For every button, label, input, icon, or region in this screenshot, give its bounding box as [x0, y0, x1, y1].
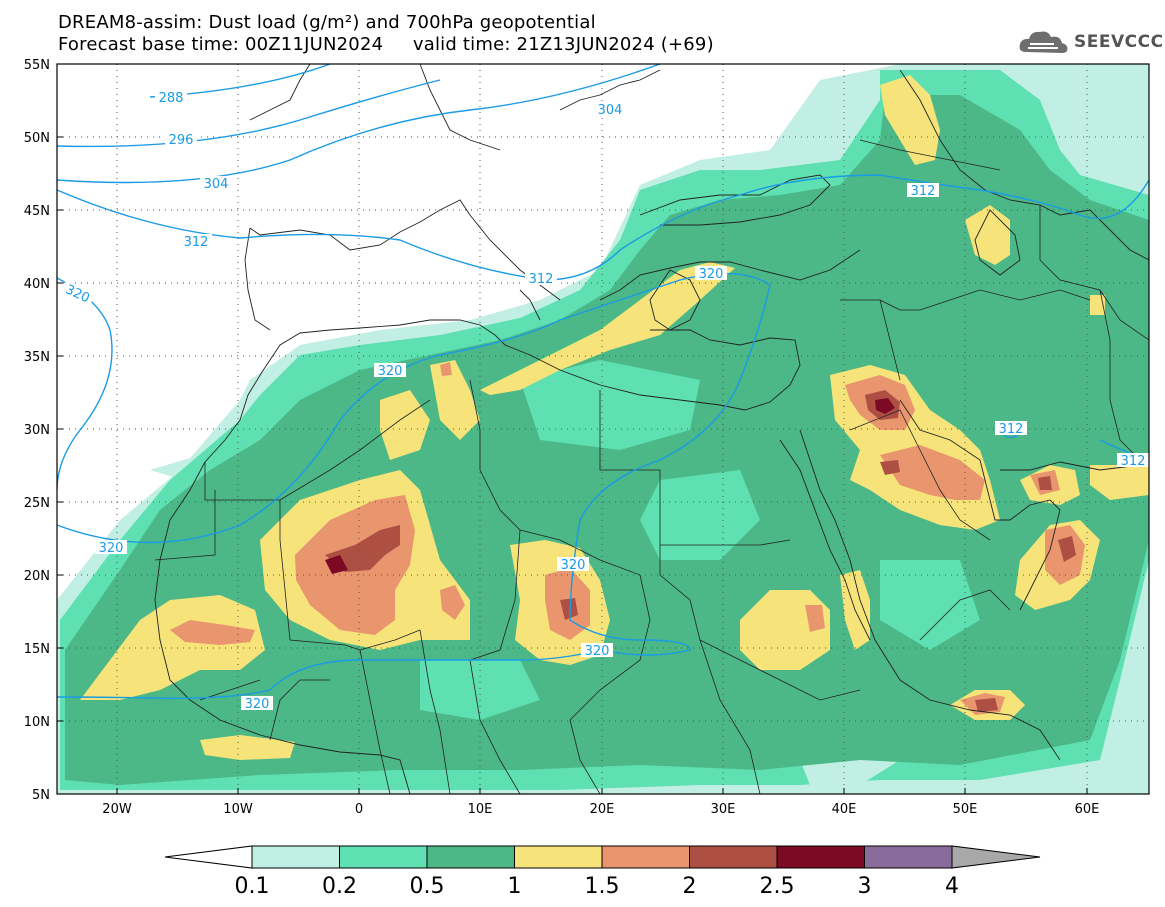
colorbar-segment — [251, 845, 340, 869]
geopotential-contours — [57, 64, 1149, 700]
colorbar-segment — [426, 845, 515, 869]
lat-label: 15N — [24, 642, 50, 657]
colorbar-segment — [514, 845, 603, 869]
lat-label: 50N — [24, 131, 50, 146]
colorbar-segment — [689, 845, 778, 869]
colorbar-tick-label: 4 — [945, 874, 959, 899]
colorbar-tick-label: 2.5 — [760, 874, 795, 899]
contour-label: 320 — [561, 558, 586, 573]
lon-label: 40E — [832, 802, 857, 817]
colorbar-segment — [601, 845, 690, 869]
colorbar-segment — [339, 845, 428, 869]
lat-label: 20N — [24, 569, 50, 584]
contour-label: 312 — [529, 272, 554, 287]
longitude-labels: 20W 10W 0 10E 20E 30E 40E 50E 60E — [102, 802, 1099, 817]
colorbar-tick-label: 3 — [858, 874, 872, 899]
colorbar-segment — [864, 845, 953, 869]
colorbar-tick-label: 0.5 — [410, 874, 445, 899]
lon-label: 50E — [953, 802, 978, 817]
colorbar-tick-label: 1 — [508, 874, 522, 899]
map-title: DREAM8-assim: Dust load (g/m²) and 700hP… — [58, 12, 596, 33]
lon-label: 0 — [355, 802, 363, 817]
contour-label: 312 — [1121, 454, 1146, 469]
contour-label: 320 — [245, 697, 270, 712]
lon-label: 30E — [711, 802, 736, 817]
coastlines — [154, 64, 1149, 794]
colorbar-tick-label: 1.5 — [585, 874, 620, 899]
lon-label: 10W — [223, 802, 253, 817]
contour-label: 320 — [99, 541, 124, 556]
contour-label: 312 — [911, 184, 936, 199]
lat-label: 35N — [24, 350, 50, 365]
colorbar-legend: 0.1 0.2 0.5 1 1.5 2 2.5 3 4 — [164, 845, 1041, 899]
lat-label: 55N — [24, 58, 50, 73]
lon-label: 60E — [1075, 802, 1100, 817]
lat-label: 10N — [24, 715, 50, 730]
country-borders — [154, 139, 1149, 794]
lat-label: 5N — [32, 788, 50, 803]
contour-labels: 288 296 304 304 312 312 312 312 312 320 … — [60, 90, 1149, 712]
cloud-logo-icon — [1019, 31, 1068, 53]
dust-band-2-5 — [325, 398, 895, 574]
contour-label: 288 — [159, 91, 184, 106]
contour-label: 304 — [598, 103, 623, 118]
frame-ticks — [57, 136, 1088, 794]
lat-label: 25N — [24, 496, 50, 511]
colorbar-tick-label: 2 — [683, 874, 697, 899]
logo-text: SEEVCCC — [1074, 32, 1164, 52]
contour-label: 312 — [999, 422, 1024, 437]
lat-label: 30N — [24, 423, 50, 438]
seevccc-logo: SEEVCCC — [1018, 28, 1164, 56]
contour-label: 304 — [204, 177, 229, 192]
lat-label: 45N — [24, 204, 50, 219]
contour-label: 320 — [378, 364, 403, 379]
colorbar-tick-label: 0.2 — [322, 874, 357, 899]
colorbar-under-arrow — [164, 845, 253, 869]
contour-label: 312 — [184, 235, 209, 250]
map-subtitle: Forecast base time: 00Z11JUN2024 valid t… — [58, 34, 714, 55]
lon-label: 20W — [102, 802, 132, 817]
lon-label: 10E — [468, 802, 493, 817]
contour-label: 320 — [699, 267, 724, 282]
contour-label: 320 — [585, 644, 610, 659]
contour-label: 296 — [169, 133, 194, 148]
lon-label: 20E — [590, 802, 615, 817]
colorbar-tick-label: 0.1 — [235, 874, 270, 899]
colorbar-segment — [776, 845, 865, 869]
colorbar-over-arrow — [951, 845, 1041, 869]
latitude-labels: 55N 50N 45N 40N 35N 30N 25N 20N 15N 10N … — [24, 58, 50, 803]
lat-label: 40N — [24, 277, 50, 292]
